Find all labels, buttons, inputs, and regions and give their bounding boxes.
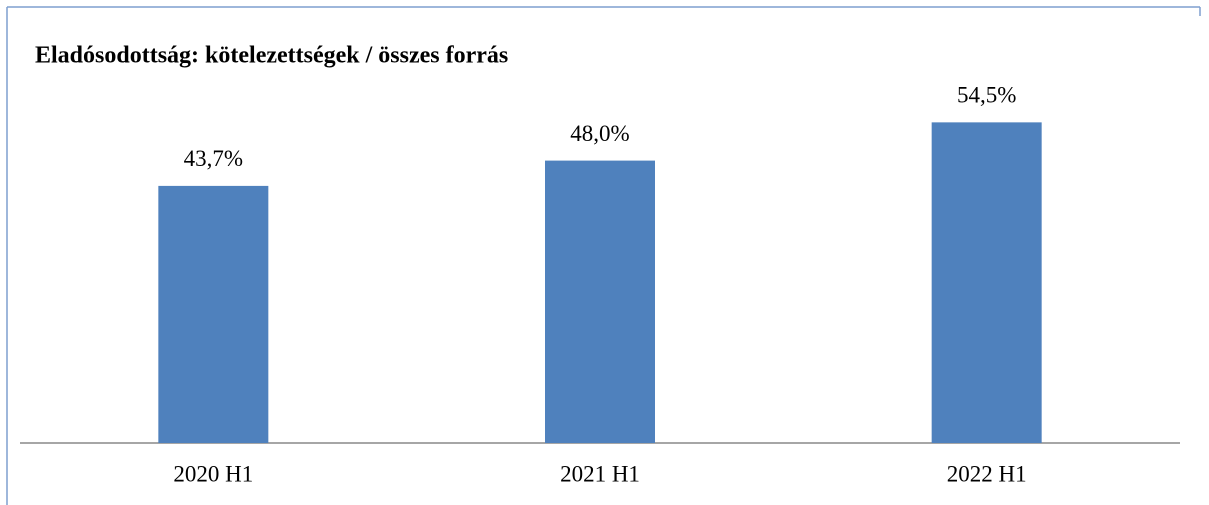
data-label: 43,7% bbox=[184, 146, 243, 171]
chart-title: Eladósodottság: kötelezettségek / összes… bbox=[35, 43, 508, 69]
data-label: 54,5% bbox=[957, 83, 1016, 108]
x-tick-label: 2021 H1 bbox=[560, 461, 640, 486]
bar bbox=[545, 160, 655, 443]
x-tick-label: 2022 H1 bbox=[947, 461, 1027, 486]
bar bbox=[931, 122, 1042, 443]
data-label: 48,0% bbox=[570, 121, 629, 146]
bar bbox=[158, 185, 269, 444]
x-tick-label: 2020 H1 bbox=[173, 461, 253, 486]
